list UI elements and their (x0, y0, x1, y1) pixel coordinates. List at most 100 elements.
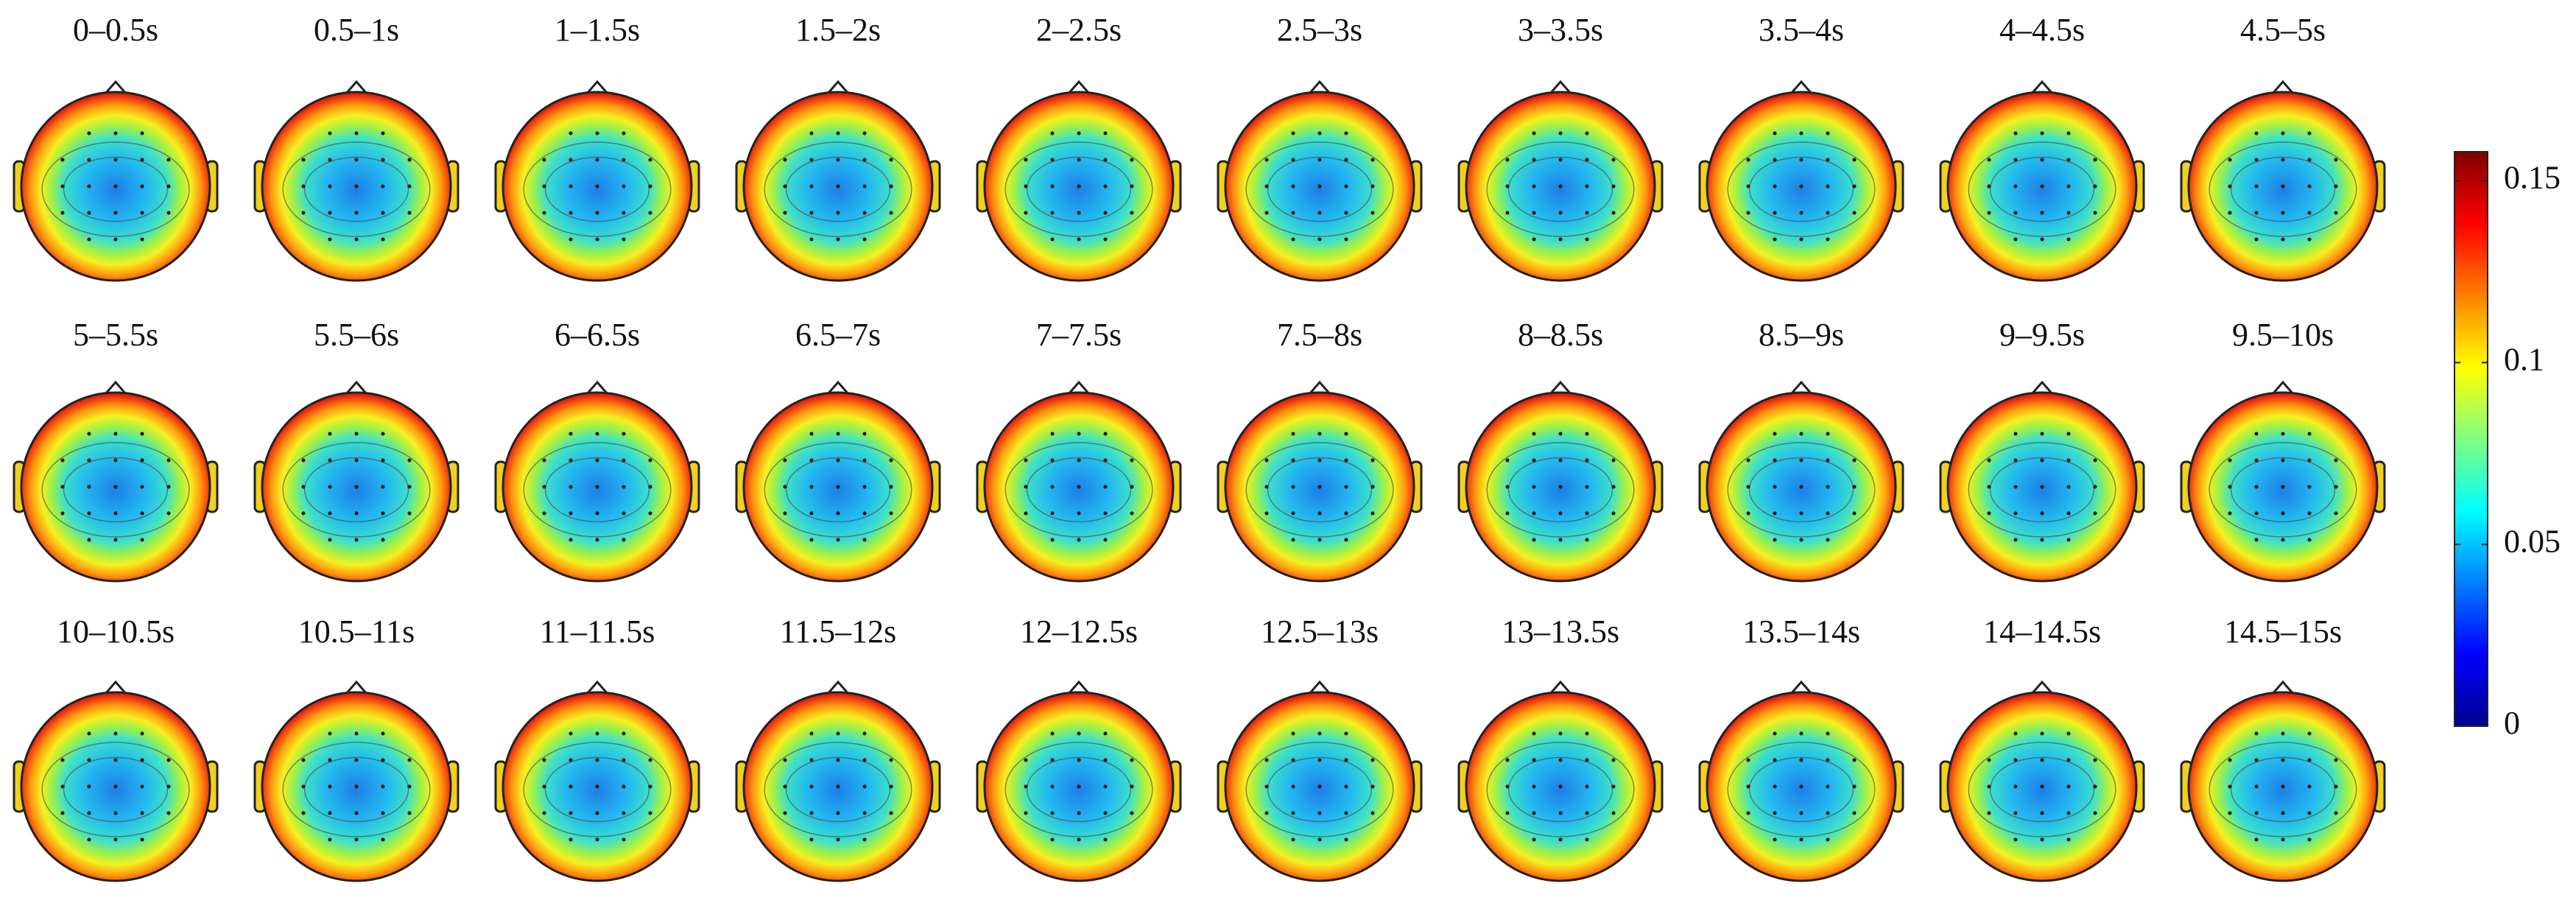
contour (1026, 156, 1132, 222)
electrode (595, 511, 599, 516)
electrode (328, 811, 332, 815)
electrode (1799, 211, 1803, 215)
contour (1748, 756, 1854, 823)
electrode (2040, 731, 2044, 736)
electrode (1505, 784, 1510, 789)
nose (1067, 680, 1091, 695)
electrode (1532, 731, 1536, 736)
electrode (2013, 237, 2018, 242)
electrode (87, 837, 91, 842)
electrode (1773, 237, 1777, 242)
electrode (1987, 811, 1991, 815)
electrode (328, 485, 332, 489)
electrode (2093, 184, 2097, 189)
electrode (2040, 511, 2044, 516)
electrode (1558, 237, 1563, 242)
electrode (2228, 184, 2232, 189)
electrode (862, 784, 867, 789)
electrode (2013, 184, 2018, 189)
electrode (2281, 211, 2285, 215)
contour (785, 457, 891, 523)
contour (785, 156, 891, 222)
topomap: 13–13.5s (1457, 614, 1664, 882)
electrode (836, 211, 840, 215)
electrode (2040, 837, 2044, 842)
electrode (87, 538, 91, 542)
electrode (809, 184, 814, 189)
electrode (1773, 458, 1777, 463)
topomap: 10.5–11s (253, 614, 460, 882)
electrode (2254, 158, 2259, 162)
electrode (328, 237, 332, 242)
electrode (1773, 131, 1777, 136)
electrode (836, 731, 840, 736)
electrode (87, 184, 91, 189)
contour (1026, 457, 1132, 523)
electrode (622, 837, 626, 842)
electrode (1611, 511, 1616, 516)
electrode (1505, 485, 1510, 489)
electrode (1773, 784, 1777, 789)
electrode (2066, 485, 2071, 489)
electrode (87, 731, 91, 736)
electrode (889, 211, 893, 215)
contour (282, 141, 431, 237)
panel-title: 10–10.5s (57, 614, 175, 650)
electrode (569, 538, 573, 542)
topomap: 7.5–8s (1217, 317, 1423, 583)
electrode (113, 758, 118, 762)
electrode (2334, 511, 2338, 516)
electrode (1077, 485, 1081, 489)
topomap: 2–2.5s (976, 12, 1182, 282)
electrode (809, 237, 814, 242)
nose (1308, 80, 1331, 94)
electrode (2093, 211, 2097, 215)
electrode (1505, 811, 1510, 815)
contour (544, 156, 650, 222)
electrode (2040, 758, 2044, 762)
contour (1989, 156, 2095, 222)
electrode (1852, 811, 1857, 815)
electrode (2066, 837, 2071, 842)
electrode (595, 211, 599, 215)
electrode (2281, 758, 2285, 762)
contour (282, 442, 431, 538)
electrode (1532, 758, 1536, 762)
electrode (2307, 538, 2312, 542)
electrode (1826, 485, 1830, 489)
electrode (1103, 458, 1108, 463)
electrode (2040, 131, 2044, 136)
contour (63, 156, 169, 222)
contour (1486, 442, 1635, 538)
electrode (407, 811, 412, 815)
contour (63, 756, 169, 823)
electrode (2307, 184, 2312, 189)
topomap: 11.5–12s (735, 614, 941, 882)
electrode (1585, 811, 1589, 815)
electrode (354, 538, 359, 542)
electrode (2013, 731, 2018, 736)
electrode (1291, 485, 1295, 489)
nose (585, 680, 609, 695)
electrode (622, 237, 626, 242)
electrode (2334, 184, 2338, 189)
electrode (1291, 184, 1295, 189)
electrode (1103, 432, 1108, 436)
electrode (1264, 811, 1269, 815)
electrode (1050, 511, 1055, 516)
electrode (622, 731, 626, 736)
electrode (2013, 538, 2018, 542)
electrode (1130, 784, 1134, 789)
electrode (1050, 158, 1055, 162)
electrode (1558, 432, 1563, 436)
electrode (1370, 758, 1375, 762)
electrode (595, 458, 599, 463)
electrode (1103, 758, 1108, 762)
electrode (2228, 211, 2232, 215)
electrode (2066, 758, 2071, 762)
electrode (1773, 211, 1777, 215)
electrode (595, 758, 599, 762)
contour (1968, 141, 2116, 237)
electrode (1077, 758, 1081, 762)
electrode (648, 811, 652, 815)
